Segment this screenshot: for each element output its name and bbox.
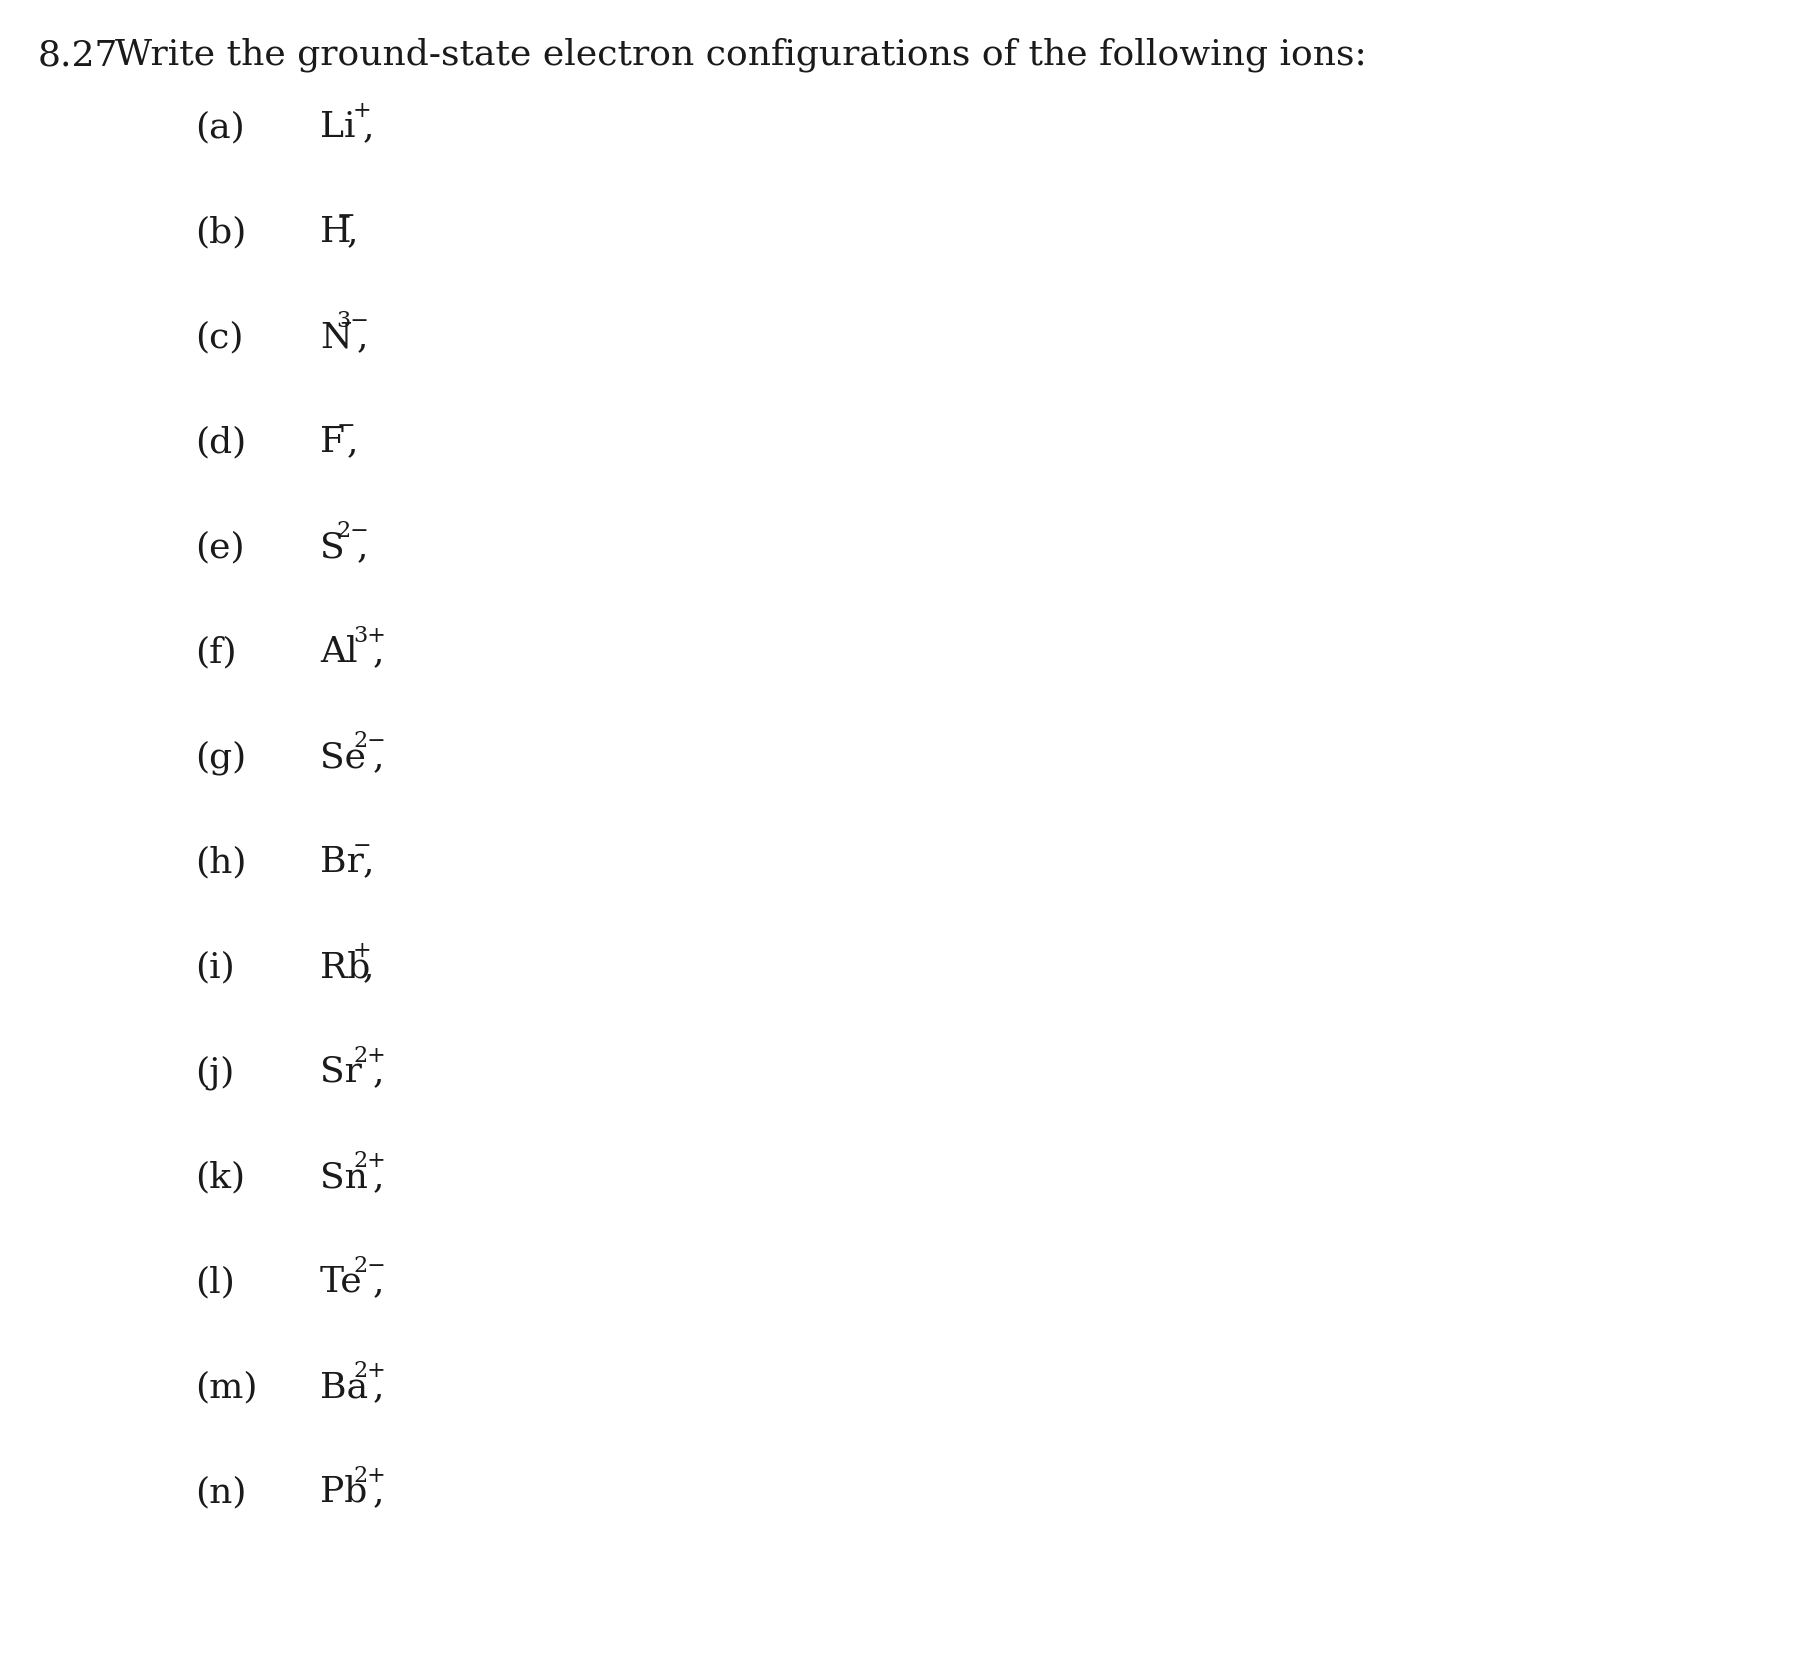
Text: Ba: Ba <box>321 1369 368 1404</box>
Text: +: + <box>353 940 371 962</box>
Text: Li: Li <box>321 110 355 144</box>
Text: ,: , <box>373 634 384 669</box>
Text: (c): (c) <box>195 320 243 353</box>
Text: −: − <box>337 204 355 228</box>
Text: 2−: 2− <box>353 729 386 751</box>
Text: Write the ground-state electron configurations of the following ions:: Write the ground-state electron configur… <box>115 38 1366 72</box>
Text: 3−: 3− <box>337 310 369 331</box>
Text: +: + <box>353 100 371 122</box>
Text: ,: , <box>362 110 375 144</box>
Text: (f): (f) <box>195 634 236 669</box>
Text: −: − <box>353 835 371 857</box>
Text: Rb: Rb <box>321 950 371 984</box>
Text: (e): (e) <box>195 530 245 564</box>
Text: 2+: 2+ <box>353 1044 386 1066</box>
Text: ,: , <box>373 1054 384 1089</box>
Text: 2+: 2+ <box>353 1464 386 1486</box>
Text: (b): (b) <box>195 214 247 249</box>
Text: (l): (l) <box>195 1265 234 1298</box>
Text: (h): (h) <box>195 845 247 878</box>
Text: Al: Al <box>321 634 357 669</box>
Text: ,: , <box>357 530 368 564</box>
Text: Sn: Sn <box>321 1159 368 1193</box>
Text: ,: , <box>362 845 375 878</box>
Text: (k): (k) <box>195 1159 245 1193</box>
Text: ,: , <box>373 1369 384 1404</box>
Text: (n): (n) <box>195 1474 247 1507</box>
Text: ,: , <box>373 1159 384 1193</box>
Text: (m): (m) <box>195 1369 258 1404</box>
Text: ,: , <box>346 214 359 249</box>
Text: H: H <box>321 214 351 249</box>
Text: Pb: Pb <box>321 1474 368 1507</box>
Text: ,: , <box>373 739 384 773</box>
Text: 2+: 2+ <box>353 1358 386 1382</box>
Text: Te: Te <box>321 1265 362 1298</box>
Text: 2−: 2− <box>353 1255 386 1276</box>
Text: F: F <box>321 425 344 458</box>
Text: (j): (j) <box>195 1054 234 1089</box>
Text: Se: Se <box>321 739 366 773</box>
Text: Sr: Sr <box>321 1054 362 1089</box>
Text: 3+: 3+ <box>353 624 386 646</box>
Text: 2−: 2− <box>337 520 369 542</box>
Text: ,: , <box>373 1474 384 1507</box>
Text: (g): (g) <box>195 739 247 775</box>
Text: S: S <box>321 530 344 564</box>
Text: Br: Br <box>321 845 364 878</box>
Text: 8.27: 8.27 <box>38 38 119 72</box>
Text: ,: , <box>373 1265 384 1298</box>
Text: −: − <box>337 415 355 437</box>
Text: ,: , <box>346 425 359 458</box>
Text: (a): (a) <box>195 110 245 144</box>
Text: N: N <box>321 320 351 353</box>
Text: 2+: 2+ <box>353 1149 386 1171</box>
Text: ,: , <box>357 320 368 353</box>
Text: (i): (i) <box>195 950 234 984</box>
Text: ,: , <box>362 950 375 984</box>
Text: (d): (d) <box>195 425 247 458</box>
